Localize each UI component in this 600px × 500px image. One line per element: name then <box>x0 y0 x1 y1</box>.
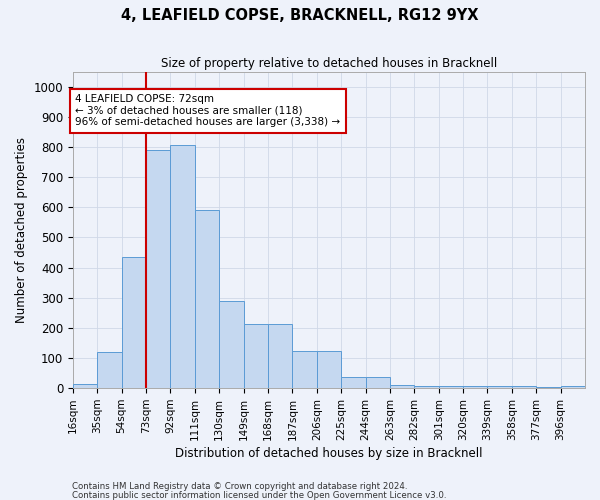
Bar <box>146 150 170 388</box>
Title: Size of property relative to detached houses in Bracknell: Size of property relative to detached ho… <box>161 58 497 70</box>
Bar <box>73 384 97 388</box>
Bar <box>536 386 560 388</box>
Bar <box>268 324 292 388</box>
Bar <box>390 384 415 388</box>
Bar <box>244 324 268 388</box>
Bar <box>512 386 536 388</box>
X-axis label: Distribution of detached houses by size in Bracknell: Distribution of detached houses by size … <box>175 447 483 460</box>
Bar <box>195 210 219 388</box>
Bar <box>560 386 585 388</box>
Text: 4 LEAFIELD COPSE: 72sqm
← 3% of detached houses are smaller (118)
96% of semi-de: 4 LEAFIELD COPSE: 72sqm ← 3% of detached… <box>76 94 341 128</box>
Bar <box>487 386 512 388</box>
Bar <box>317 352 341 388</box>
Y-axis label: Number of detached properties: Number of detached properties <box>15 137 28 323</box>
Bar <box>415 386 439 388</box>
Bar <box>365 377 390 388</box>
Bar <box>292 352 317 388</box>
Bar <box>170 144 195 388</box>
Text: Contains public sector information licensed under the Open Government Licence v3: Contains public sector information licen… <box>72 490 446 500</box>
Bar <box>439 386 463 388</box>
Bar <box>463 386 487 388</box>
Text: Contains HM Land Registry data © Crown copyright and database right 2024.: Contains HM Land Registry data © Crown c… <box>72 482 407 491</box>
Bar <box>219 301 244 388</box>
Text: 4, LEAFIELD COPSE, BRACKNELL, RG12 9YX: 4, LEAFIELD COPSE, BRACKNELL, RG12 9YX <box>121 8 479 22</box>
Bar <box>122 257 146 388</box>
Bar <box>97 352 122 388</box>
Bar <box>341 377 365 388</box>
